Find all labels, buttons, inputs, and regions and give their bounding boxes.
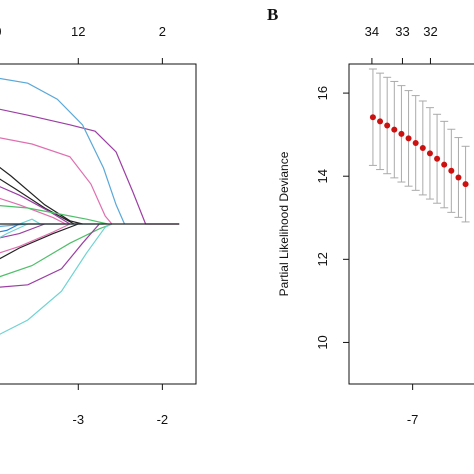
panel-a-x-tick-label-2: -3 — [73, 412, 85, 427]
coefficient-path-16 — [0, 223, 29, 239]
deviance-point-13 — [455, 174, 462, 181]
panel-b-y-axis: 10 12 14 16 — [315, 86, 349, 350]
panel-b-cross-validation: B Partial Likelihood Deviance 10 12 14 16 -… — [267, 5, 474, 427]
coefficient-path-8 — [0, 223, 45, 239]
deviance-points — [369, 114, 469, 188]
deviance-point-12 — [448, 167, 455, 174]
panel-b-y-tick-label-3: 14 — [315, 169, 330, 183]
panel-b-top-tick-label-2: 33 — [395, 24, 409, 39]
deviance-point-6 — [405, 135, 412, 142]
panel-a-x-tick-label-3: -2 — [157, 412, 169, 427]
panel-b-top-axis: 34 33 32 — [365, 24, 438, 64]
coefficient-path-2 — [0, 77, 126, 225]
error-bars — [368, 68, 470, 223]
deviance-point-5 — [398, 130, 405, 137]
panel-a-bottom-axis: -4-3-2 — [73, 384, 169, 427]
panel-a-top-axis: 20 12 2 — [0, 24, 166, 64]
panel-b-y-axis-label: Partial Likelihood Deviance — [277, 151, 291, 296]
coefficient-path-9 — [0, 197, 66, 225]
coefficient-path-17 — [0, 223, 20, 233]
panel-a-top-tick-label-1: 20 — [0, 24, 1, 39]
panel-b-top-tick-label-3: 32 — [423, 24, 437, 39]
coefficient-path-6 — [0, 223, 79, 260]
panel-a-top-tick-label-2: 12 — [71, 24, 85, 39]
panel-b-label: B — [267, 5, 278, 24]
deviance-point-2 — [377, 118, 384, 125]
coefficient-path-7 — [0, 186, 71, 225]
coefficient-path-4 — [0, 166, 83, 225]
panel-b-y-tick-label-2: 12 — [315, 252, 330, 266]
panel-b-y-tick-label-1: 10 — [315, 335, 330, 349]
deviance-point-3 — [384, 122, 391, 129]
coefficient-path-1 — [0, 108, 180, 225]
deviance-point-14 — [462, 181, 469, 188]
coefficient-path-12 — [0, 223, 113, 335]
panel-b-y-tick-label-4: 16 — [315, 86, 330, 100]
deviance-point-10 — [434, 155, 441, 162]
panel-b-plot-frame — [348, 63, 474, 385]
deviance-point-4 — [391, 126, 398, 133]
panel-a-coefficient-paths: -4-3-2 20122 — [0, 24, 197, 427]
coefficient-path-18 — [19, 218, 41, 225]
coefficient-path-3 — [0, 137, 113, 225]
coefficient-path-5 — [0, 178, 75, 225]
coefficient-path-11 — [0, 223, 113, 278]
coefficient-path-10 — [0, 205, 108, 225]
deviance-point-8 — [419, 144, 426, 151]
panel-b-bottom-axis: -7 — [407, 384, 419, 427]
deviance-point-7 — [412, 139, 419, 146]
coefficient-path-14 — [0, 223, 71, 254]
panel-b-top-tick-label-1: 34 — [365, 24, 379, 39]
coefficient-path-13 — [0, 223, 100, 288]
panel-b-x-tick-label-1: -7 — [407, 412, 419, 427]
deviance-point-11 — [441, 161, 448, 168]
coefficient-paths — [0, 77, 180, 335]
panel-a-plot-frame — [0, 63, 197, 385]
deviance-point-9 — [426, 150, 433, 157]
panel-a-top-tick-label-3: 2 — [159, 24, 166, 39]
deviance-point-1 — [369, 114, 376, 121]
